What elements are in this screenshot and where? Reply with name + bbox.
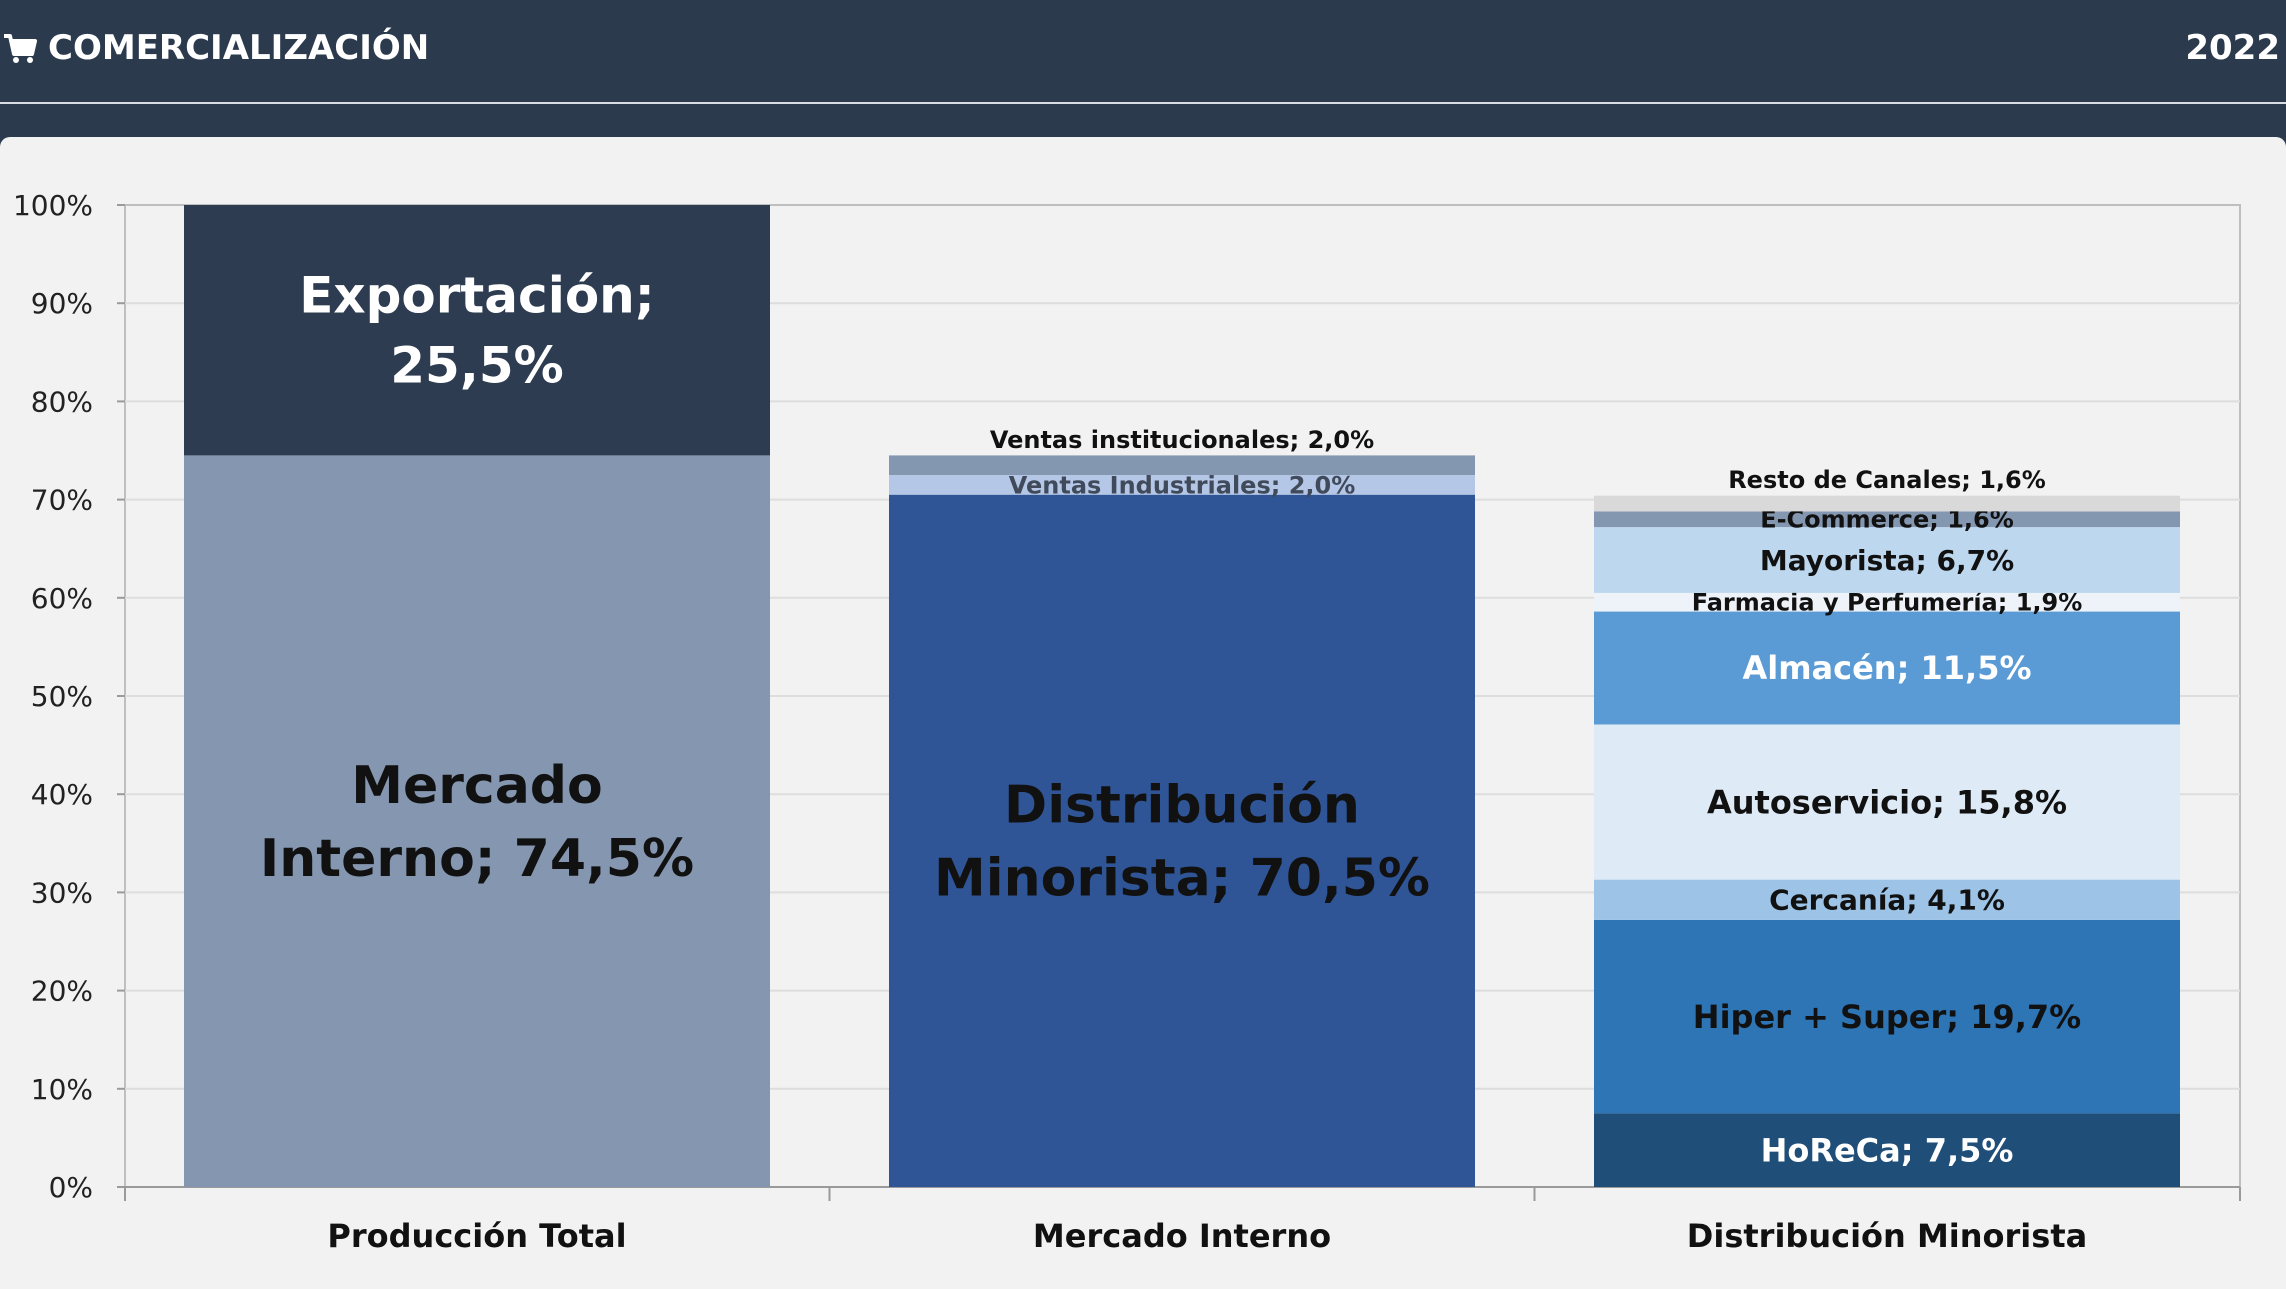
- data-label: Exportación;: [299, 267, 655, 325]
- data-label: Interno; 74,5%: [260, 829, 694, 889]
- bar-segment: [1594, 919, 2180, 1114]
- bar-segment: [1594, 511, 2180, 528]
- shopping-cart-icon: [4, 34, 37, 63]
- bar-segment: [1594, 1113, 2180, 1187]
- y-tick-label: 80%: [31, 385, 93, 418]
- chart-panel: 0% 10% 20% 30% 40% 50% 60% 70% 80% 90% 100% Mercado…: [0, 137, 2286, 1289]
- bar-segment: [1594, 527, 2180, 593]
- header-bar: COMERCIALIZACIÓN 2022: [0, 0, 2286, 104]
- y-tick-label: 0%: [49, 1171, 93, 1204]
- header-title-group: COMERCIALIZACIÓN: [2, 28, 429, 68]
- bar-segment: [1594, 495, 2180, 512]
- y-tick-label: 100%: [13, 189, 93, 222]
- x-category-label: Producción Total: [327, 1217, 626, 1255]
- bar-segment: [889, 455, 1475, 476]
- year-label: 2022: [2185, 28, 2280, 68]
- y-tick-label: 40%: [31, 778, 93, 811]
- bar-segment: [184, 455, 770, 1187]
- bar-segment: [1594, 724, 2180, 880]
- y-tick-label: 30%: [31, 876, 93, 909]
- data-label: Hiper + Super; 19,7%: [1693, 998, 2081, 1036]
- data-label: Autoservicio; 15,8%: [1707, 783, 2067, 821]
- data-label: Mayorista; 6,7%: [1760, 544, 2014, 577]
- data-label: Cercanía; 4,1%: [1769, 884, 2005, 917]
- bar-segment: [184, 205, 770, 456]
- bar-segment: [889, 475, 1475, 495]
- y-tick-label: 70%: [31, 484, 93, 517]
- data-label: Distribución: [1004, 776, 1360, 836]
- data-label: Farmacia y Perfumería; 1,9%: [1692, 589, 2083, 617]
- bar-segment: [1594, 611, 2180, 725]
- stacked-bar-chart: 0% 10% 20% 30% 40% 50% 60% 70% 80% 90% 100% Mercado…: [13, 189, 2241, 1255]
- data-label: 25,5%: [390, 337, 563, 395]
- x-category-label: Mercado Interno: [1033, 1217, 1331, 1255]
- bar-segment: [1594, 592, 2180, 612]
- y-tick-label: 50%: [31, 680, 93, 713]
- y-tick-label: 10%: [31, 1073, 93, 1106]
- data-label: Ventas institucionales; 2,0%: [990, 426, 1374, 454]
- y-tick-label: 60%: [31, 582, 93, 615]
- x-category-label: Distribución Minorista: [1687, 1217, 2087, 1255]
- data-label: Mercado: [351, 756, 603, 816]
- data-label: HoReCa; 7,5%: [1761, 1131, 2014, 1169]
- data-label: Minorista; 70,5%: [934, 848, 1430, 908]
- page-title: COMERCIALIZACIÓN: [48, 28, 430, 68]
- data-label: Resto de Canales; 1,6%: [1728, 466, 2046, 494]
- data-label: Almacén; 11,5%: [1742, 649, 2031, 687]
- bar-segment: [1594, 879, 2180, 920]
- data-label: Ventas Industriales; 2,0%: [1009, 471, 1356, 499]
- y-tick-label: 90%: [31, 287, 93, 320]
- y-tick-label: 20%: [31, 975, 93, 1008]
- bar-segment: [889, 494, 1475, 1187]
